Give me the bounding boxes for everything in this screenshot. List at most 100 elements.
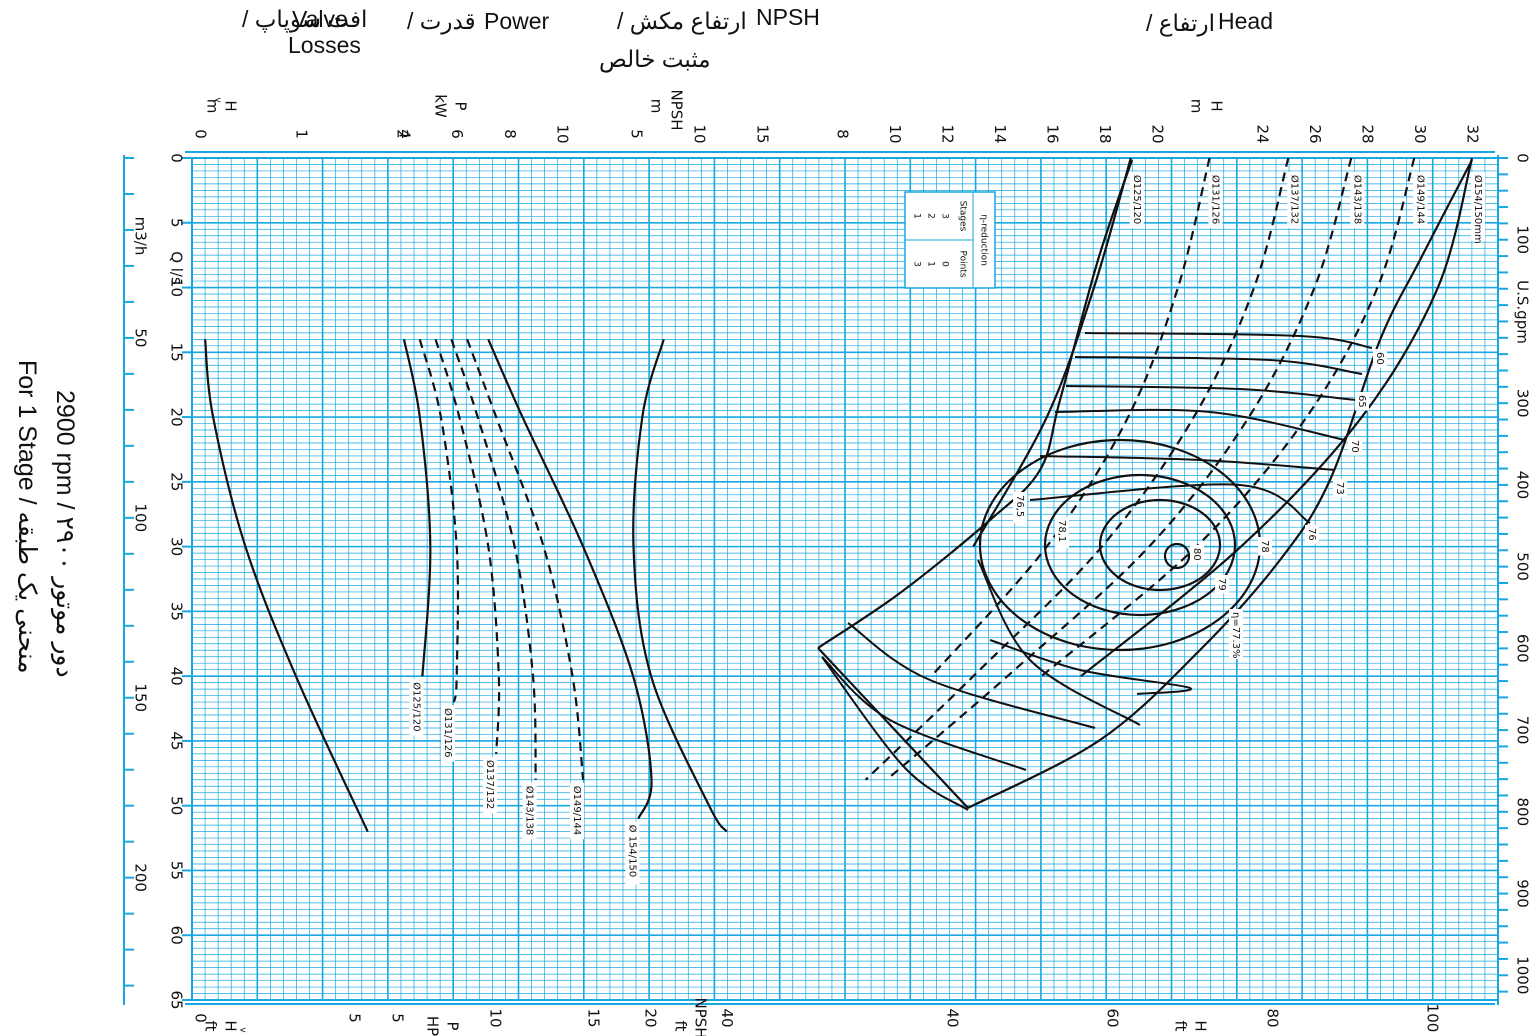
iso-efficiency-line <box>1029 483 1311 524</box>
head-curve <box>1080 157 1474 678</box>
head-curve <box>864 157 1290 781</box>
head-curve-label-group: Ø143/138 <box>1350 171 1365 229</box>
envelope-left <box>817 159 1134 649</box>
power-curve-label: Ø149/144 <box>571 786 583 835</box>
top-npsh-tick: 15 <box>754 124 772 143</box>
header-valve-fa: / افت سوپاپ <box>242 6 367 33</box>
gpm-tick: 0 <box>1514 153 1532 163</box>
power-curve <box>418 339 460 703</box>
q-ls-tick: 50 <box>168 796 186 815</box>
eta-table-stages: 3 <box>940 213 950 219</box>
q-ls-tick: 15 <box>168 343 186 362</box>
efficiency-label-group: 76,5 <box>1013 492 1027 524</box>
top-p-tick: 6 <box>448 129 466 139</box>
head-curve-label-group: Ø125/120 <box>1129 171 1144 229</box>
header-power-fa-text: / قدرت <box>407 8 476 34</box>
efficiency-label-bg <box>1355 392 1369 411</box>
top-p-tick: 10 <box>554 124 572 143</box>
efficiency-label-group: 76 <box>1305 525 1319 544</box>
top-h-tick: 26 <box>1306 124 1324 143</box>
top-hv-label: H <box>222 100 240 111</box>
header-valve-en-text: Valve <box>292 6 348 32</box>
power-curve-label-group: Ø 154/150 <box>625 821 640 885</box>
power-curve <box>402 339 432 677</box>
bottom-hv-tick: 0 <box>192 1013 210 1023</box>
efficiency-label-bg <box>1305 525 1319 544</box>
bottom-hv-tick: 5 <box>345 1013 363 1023</box>
header-head-en-text: Head <box>1218 8 1273 34</box>
top-npsh-unit: m <box>648 99 666 114</box>
q-m3h-tick: 200 <box>132 863 150 892</box>
power-curve-label-group: Ø125/120 <box>409 679 424 736</box>
efficiency-label: 78,1 <box>1056 520 1067 542</box>
efficiency-label: 60 <box>1374 352 1385 365</box>
top-h-tick: 8 <box>834 129 852 139</box>
top-npsh-label: NPSH <box>668 89 686 130</box>
envelope-right <box>967 159 1473 809</box>
gpm-tick: 300 <box>1514 389 1532 418</box>
power-curve-label-group: Ø149/144 <box>570 782 585 840</box>
top-hv-sub: v <box>213 97 223 103</box>
bottom-hv-unit: ft <box>202 1021 220 1032</box>
header-npsh-en: NPSH <box>756 4 820 31</box>
efficiency-label-bg <box>1333 479 1347 498</box>
iso-efficiency-line <box>1084 332 1373 349</box>
gpm-tick: 1000 <box>1514 956 1532 994</box>
top-h-unit: m <box>1188 99 1206 114</box>
bottom-h-label: H <box>1192 1020 1210 1031</box>
eta-table-points: 3 <box>912 261 922 267</box>
power-curve-label: Ø137/132 <box>484 760 496 809</box>
eta-table-title: η-reduction <box>979 214 989 266</box>
iso-efficiency-line <box>977 559 1141 726</box>
efficiency-label-bg <box>1215 575 1229 594</box>
head-curve-label-bg <box>1350 171 1365 229</box>
efficiency-eta-label-group: η=77.3% <box>1229 609 1243 660</box>
top-npsh-tick: 5 <box>628 129 646 139</box>
efficiency-label: 78 <box>1259 540 1270 553</box>
gpm-tick: 100 <box>1514 225 1532 254</box>
efficiency-label-group: 79 <box>1215 575 1229 594</box>
bottom-hv-sub: v <box>238 1027 248 1033</box>
q-ls-tick: 35 <box>168 602 186 621</box>
head-curve-label-group: Ø131/126 <box>1208 171 1223 229</box>
gpm-tick: 500 <box>1514 552 1532 581</box>
efficiency-label-bg <box>1258 537 1272 556</box>
power-curve-label-group: Ø143/138 <box>522 782 537 840</box>
head-curve-label-group: Ø137/132 <box>1287 171 1302 229</box>
power-curve-label-bg <box>522 782 537 840</box>
iso-efficiency-line <box>1065 385 1357 401</box>
bottom-h-tick: 80 <box>1264 1008 1282 1027</box>
bottom-p-tick: 5 <box>388 1013 406 1023</box>
bottom-h-unit: ft <box>1172 1021 1190 1032</box>
efficiency-peak <box>1163 542 1191 570</box>
header-power-en-text: Power <box>484 8 550 34</box>
iso-efficiency-line <box>1074 356 1363 375</box>
header-power-en: Power <box>484 8 549 35</box>
efficiency-label: 79 <box>1216 578 1227 591</box>
top-hv-tick: 0 <box>192 129 210 139</box>
top-h-tick: 18 <box>1096 124 1114 143</box>
top-h-label: H <box>1208 100 1226 111</box>
top-hv-tick: 1 <box>293 129 311 139</box>
power-curve-label-bg <box>483 756 498 814</box>
top-p-tick: 8 <box>501 129 519 139</box>
chart-grid <box>191 157 1499 1001</box>
iso-efficiency-line <box>1054 408 1346 441</box>
gpm-tick: 400 <box>1514 471 1532 500</box>
q-ls-tick: 25 <box>168 472 186 491</box>
header-npsh-fa: / ارتفاع مکش <box>617 8 747 35</box>
q-m3h-tick: 50 <box>132 328 150 347</box>
efficiency-contour <box>1043 473 1237 617</box>
header-valve-en: Valve <box>292 6 348 32</box>
power-curve-label-bg <box>441 705 456 762</box>
eta-table-points: 1 <box>926 261 936 267</box>
q-ls-tick: 45 <box>168 731 186 750</box>
header-head-fa: / ارتفاع <box>1146 10 1215 37</box>
efficiency-label-group: 65 <box>1355 392 1369 411</box>
head-curve-label-bg <box>1471 171 1485 241</box>
eta-table-stages: 1 <box>912 213 922 219</box>
q-m3h-tick: 150 <box>132 683 150 712</box>
header-npsh-fa2: مثبت خالص <box>599 46 711 73</box>
